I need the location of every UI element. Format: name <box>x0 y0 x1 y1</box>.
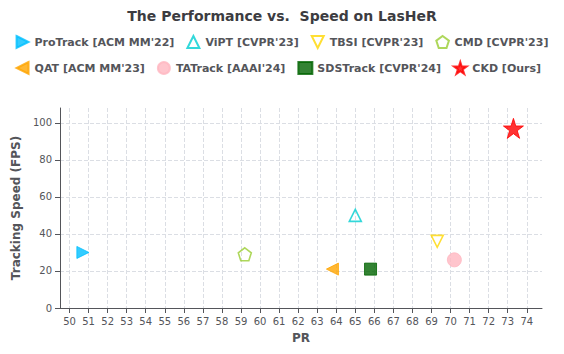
svg-text:80: 80 <box>39 154 52 165</box>
svg-text:74: 74 <box>520 316 533 327</box>
svg-text:SDSTrack [CVPR'24]: SDSTrack [CVPR'24] <box>317 62 441 75</box>
svg-text:CMD [CVPR'23]: CMD [CVPR'23] <box>455 36 549 49</box>
svg-text:QAT [ACM MM'23]: QAT [ACM MM'23] <box>35 62 145 75</box>
svg-text:70: 70 <box>444 316 457 327</box>
svg-text:71: 71 <box>463 316 476 327</box>
svg-text:53: 53 <box>120 316 133 327</box>
svg-text:40: 40 <box>39 228 52 239</box>
svg-text:ProTrack [ACM MM'22]: ProTrack [ACM MM'22] <box>35 36 175 49</box>
svg-text:58: 58 <box>216 316 229 327</box>
svg-text:CKD [Ours]: CKD [Ours] <box>472 62 541 75</box>
svg-text:PR: PR <box>292 331 310 345</box>
svg-text:Tracking Speed (FPS): Tracking Speed (FPS) <box>9 136 23 280</box>
svg-text:ViPT [CVPR'23]: ViPT [CVPR'23] <box>205 36 298 49</box>
svg-text:73: 73 <box>501 316 514 327</box>
svg-text:72: 72 <box>482 316 495 327</box>
svg-text:TBSI [CVPR'23]: TBSI [CVPR'23] <box>330 36 424 49</box>
svg-text:65: 65 <box>349 316 362 327</box>
svg-text:62: 62 <box>292 316 305 327</box>
svg-text:60: 60 <box>254 316 267 327</box>
svg-text:52: 52 <box>101 316 114 327</box>
svg-text:66: 66 <box>368 316 381 327</box>
svg-text:The Performance vs. Speed on: The Performance vs. Speed on LasHeR <box>127 8 437 24</box>
svg-text:0: 0 <box>46 303 52 314</box>
svg-text:64: 64 <box>330 316 343 327</box>
svg-text:68: 68 <box>406 316 419 327</box>
svg-text:57: 57 <box>197 316 210 327</box>
svg-text:61: 61 <box>273 316 286 327</box>
svg-text:51: 51 <box>82 316 95 327</box>
svg-text:TATrack [AAAI'24]: TATrack [AAAI'24] <box>176 62 285 75</box>
svg-text:100: 100 <box>33 117 52 128</box>
svg-text:63: 63 <box>311 316 324 327</box>
svg-text:20: 20 <box>39 265 52 276</box>
svg-text:59: 59 <box>235 316 248 327</box>
svg-text:67: 67 <box>387 316 400 327</box>
svg-text:50: 50 <box>63 316 76 327</box>
svg-text:54: 54 <box>139 316 152 327</box>
svg-text:56: 56 <box>177 316 190 327</box>
svg-text:60: 60 <box>39 191 52 202</box>
svg-text:69: 69 <box>425 316 438 327</box>
svg-text:55: 55 <box>158 316 171 327</box>
